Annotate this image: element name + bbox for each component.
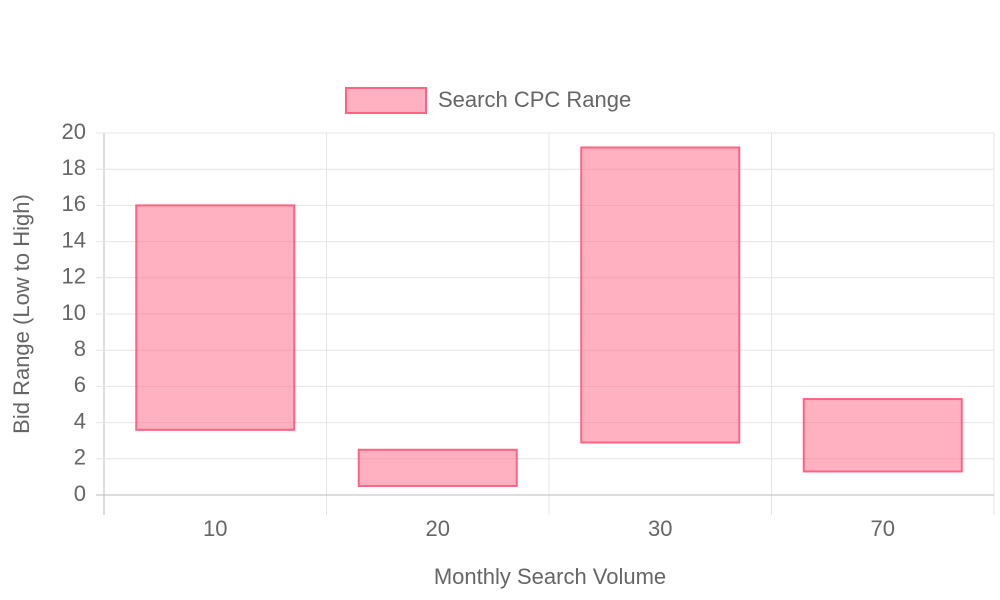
bar (135, 204, 296, 431)
y-tick-label: 12 (62, 264, 86, 289)
y-tick-label: 14 (62, 227, 86, 252)
x-tick-label: 30 (648, 516, 672, 541)
y-tick-label: 2 (74, 445, 86, 470)
y-tick-label: 4 (74, 408, 86, 433)
legend-swatch (345, 87, 427, 114)
y-tick-label: 0 (74, 481, 86, 506)
x-tick-label: 10 (203, 516, 227, 541)
bar (802, 398, 963, 473)
y-axis-title: Bid Range (Low to High) (9, 194, 34, 434)
y-tick-label: 10 (62, 300, 86, 325)
y-tick-label: 16 (62, 191, 86, 216)
bar (357, 448, 518, 487)
y-tick-label: 6 (74, 372, 86, 397)
bar (580, 146, 741, 444)
x-tick-label: 70 (871, 516, 895, 541)
x-axis-title: Monthly Search Volume (434, 564, 666, 589)
y-tick-label: 20 (62, 119, 86, 144)
y-tick-label: 8 (74, 336, 86, 361)
legend-label: Search CPC Range (438, 87, 631, 112)
x-tick-label: 20 (426, 516, 450, 541)
y-tick-label: 18 (62, 155, 86, 180)
